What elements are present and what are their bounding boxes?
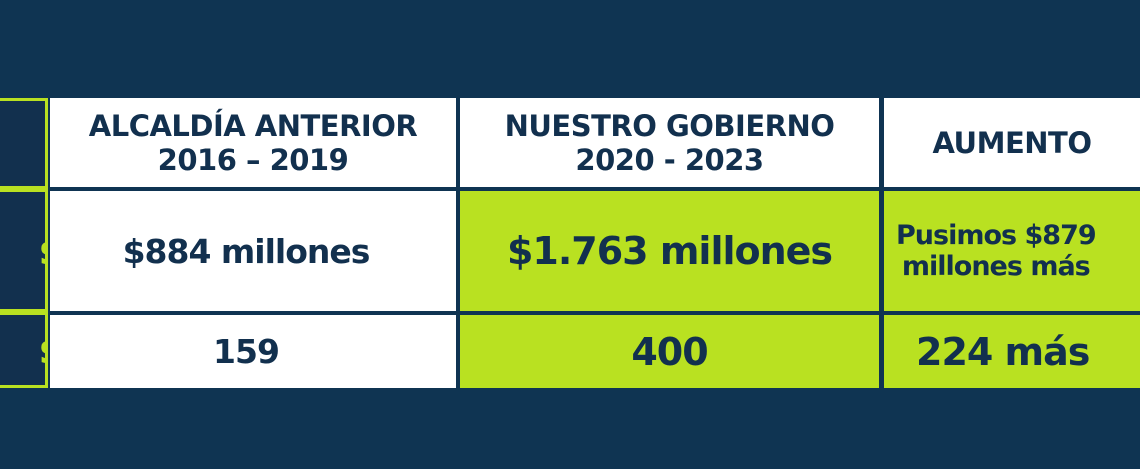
row2-col3-text: 224 más (916, 329, 1090, 374)
row2-previous-value: 159 (50, 315, 456, 388)
row2-col1-text: 159 (213, 332, 280, 371)
stub-row2-label: s (39, 327, 45, 373)
row1-col3-line2: millones más (901, 251, 1091, 282)
row1-increase-value: Pusimos $879 millones más (884, 191, 1140, 311)
header-increase: AUMENTO (884, 98, 1140, 187)
row1-col2-text: $1.763 millones (506, 229, 833, 273)
stub-header-cell (0, 98, 48, 189)
header-col2-line1: NUESTRO GOBIERNO (504, 108, 835, 143)
stub-row1-label: s (39, 228, 45, 274)
header-col1-line2: 2016 – 2019 (157, 142, 349, 177)
header-col1-line1: ALCALDÍA ANTERIOR (88, 108, 418, 143)
header-col3-label: AUMENTO (932, 125, 1092, 160)
stub-row1-cell: s (0, 189, 48, 312)
row1-col3-line1: Pusimos $879 (896, 220, 1097, 251)
row2-current-value: 400 (460, 315, 879, 388)
row1-col1-text: $884 millones (122, 231, 371, 271)
header-our-government: NUESTRO GOBIERNO 2020 - 2023 (460, 98, 879, 187)
row2-increase-value: 224 más (884, 315, 1140, 388)
stub-row2-cell: s (0, 312, 48, 388)
row1-current-value: $1.763 millones (460, 191, 879, 311)
header-col2-line2: 2020 - 2023 (575, 142, 764, 177)
row1-previous-value: $884 millones (50, 191, 456, 311)
header-previous-administration: ALCALDÍA ANTERIOR 2016 – 2019 (50, 98, 456, 187)
row2-col2-text: 400 (631, 329, 708, 374)
